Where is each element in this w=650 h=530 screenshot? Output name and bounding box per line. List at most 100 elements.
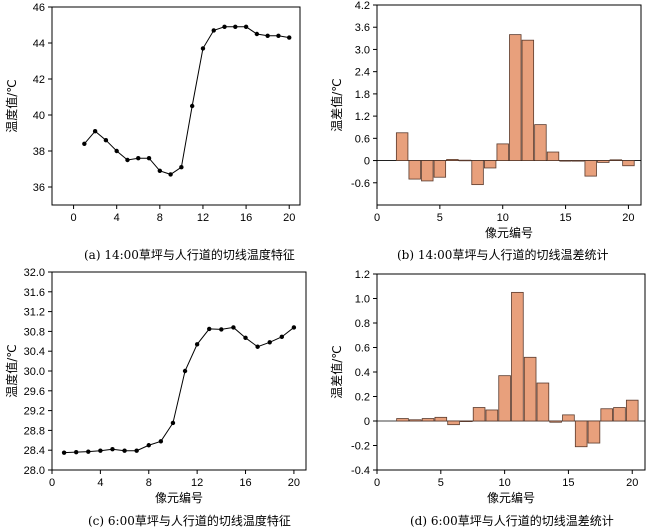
plot-frame bbox=[51, 6, 301, 206]
y-tick-label: 1.2 bbox=[355, 111, 370, 123]
data-point bbox=[170, 420, 176, 426]
y-tick-label: 0.6 bbox=[355, 133, 370, 145]
bar bbox=[472, 407, 486, 422]
bar bbox=[600, 408, 613, 422]
bar bbox=[460, 420, 473, 423]
y-tick-label: 29.2 bbox=[24, 406, 45, 418]
x-axis-title: 像元编号 bbox=[485, 225, 533, 240]
plot-frame bbox=[376, 273, 646, 471]
data-point bbox=[291, 325, 297, 330]
data-point bbox=[222, 24, 227, 29]
bar bbox=[498, 375, 511, 422]
y-tick-label: 42 bbox=[33, 74, 45, 86]
data-point bbox=[122, 448, 127, 453]
y-tick-label: 32.0 bbox=[24, 267, 45, 279]
data-point bbox=[279, 334, 285, 340]
data-point bbox=[200, 46, 206, 51]
bar bbox=[562, 414, 575, 422]
bar bbox=[483, 160, 497, 169]
x-tick-label: 16 bbox=[239, 477, 251, 489]
data-point bbox=[86, 449, 91, 454]
y-tick-label: 0 bbox=[364, 416, 370, 428]
bar bbox=[408, 160, 421, 180]
y-tick-label: 0.2 bbox=[355, 392, 370, 404]
data-point bbox=[179, 165, 184, 170]
bar bbox=[523, 356, 537, 422]
x-tick-label: 10 bbox=[497, 212, 509, 224]
data-point bbox=[267, 340, 272, 345]
y-tick-label: 31.6 bbox=[24, 287, 45, 299]
y-tick-label: 30.0 bbox=[24, 366, 45, 378]
x-axis-title: 像元编号 bbox=[487, 490, 535, 505]
bar bbox=[409, 419, 422, 422]
y-axis-title: 温差值/℃ bbox=[329, 78, 344, 132]
chart-d: 0 5 10 15 20 -0.4 -0.2 0 0.2 0.4 0.6 0.8 1.0 1.2 温差值/℃… bbox=[329, 269, 646, 505]
caption-c: (c) 6:00草坪与人行道的切线温度特征 bbox=[88, 514, 291, 528]
data-point bbox=[146, 156, 152, 161]
data-point bbox=[82, 141, 87, 146]
data-point bbox=[158, 439, 164, 444]
x-tick-label: 12 bbox=[191, 477, 203, 489]
y-tick-label: 28.8 bbox=[24, 425, 45, 437]
data-point bbox=[98, 448, 103, 453]
y-tick-label: 38 bbox=[33, 146, 45, 158]
data-point bbox=[73, 449, 79, 455]
y-tick-label: 30.8 bbox=[24, 326, 45, 338]
bar bbox=[446, 159, 459, 161]
y-tick-label: 28.4 bbox=[24, 445, 45, 457]
y-axis-title: 温度值/℃ bbox=[4, 79, 19, 133]
y-tick-label: 29.6 bbox=[24, 386, 45, 398]
bar bbox=[559, 160, 572, 162]
bar bbox=[609, 159, 623, 161]
y-axis-title: 温度值/℃ bbox=[4, 344, 19, 398]
y-tick-label: 4.2 bbox=[355, 0, 370, 12]
x-tick-label: 20 bbox=[622, 212, 634, 224]
data-point bbox=[146, 443, 151, 448]
y-tick-label: 0 bbox=[364, 156, 370, 168]
bar bbox=[433, 160, 447, 178]
x-tick-label: 0 bbox=[374, 477, 380, 489]
y-tick-label: 0.8 bbox=[355, 318, 370, 330]
data-point bbox=[255, 344, 260, 349]
y-tick-label: 1.2 bbox=[355, 269, 370, 281]
x-tick-label: 5 bbox=[437, 212, 443, 224]
bar bbox=[496, 143, 509, 161]
chart-c: 0 4 8 12 16 20 28.0 28.4 28.8 29.2 29.6 30.0 30.4 30.… bbox=[4, 267, 307, 505]
caption-b: (b) 14:00草坪与人行道的切线温差统计 bbox=[397, 248, 609, 262]
x-tick-label: 16 bbox=[240, 212, 252, 224]
bar bbox=[509, 34, 522, 161]
y-tick-label: 40 bbox=[33, 110, 45, 122]
chart-b: 0 5 10 15 20 -0.6 0 0.6 1.2 1.8 2.4 3.0 3.6 4.2 温差值/℃ 像… bbox=[329, 0, 642, 240]
data-point bbox=[211, 28, 216, 33]
x-tick-label: 15 bbox=[562, 477, 574, 489]
bar bbox=[613, 407, 626, 422]
bar bbox=[458, 159, 472, 162]
data-point bbox=[103, 138, 109, 143]
data-point bbox=[287, 35, 292, 40]
y-tick-label: 44 bbox=[33, 38, 45, 50]
x-tick-label: 0 bbox=[49, 477, 55, 489]
y-tick-label: -0.2 bbox=[351, 441, 370, 453]
caption-d: (d) 6:00草坪与人行道的切线温差统计 bbox=[410, 514, 614, 528]
caption-a: (a) 14:00草坪与人行道的切线温度特征 bbox=[84, 248, 295, 262]
bar bbox=[625, 399, 639, 422]
bar bbox=[485, 409, 499, 422]
bar bbox=[521, 39, 535, 161]
y-tick-label: 31.2 bbox=[24, 307, 45, 319]
y-tick-label: 0.6 bbox=[355, 343, 370, 355]
data-point bbox=[157, 168, 163, 173]
data-point bbox=[243, 24, 249, 29]
bar bbox=[511, 291, 524, 422]
data-point bbox=[219, 327, 224, 332]
chart-panel-c: 0 4 8 12 16 20 28.0 28.4 28.8 29.2 29.6 30.0 30.4 30.… bbox=[0, 265, 325, 530]
bar bbox=[587, 420, 601, 444]
bar bbox=[395, 132, 409, 161]
data-point bbox=[254, 31, 260, 37]
y-tick-label: 3.0 bbox=[355, 44, 370, 56]
y-tick-label: -0.4 bbox=[351, 465, 370, 477]
bar bbox=[536, 382, 550, 422]
chart-panel-a: 0 4 8 12 16 20 36 38 40 42 44 46 温度值/℃ (a) 14:00草坪与人… bbox=[0, 0, 325, 265]
data-point bbox=[189, 103, 195, 109]
y-tick-label: 30.4 bbox=[24, 346, 45, 358]
bar bbox=[584, 160, 597, 177]
